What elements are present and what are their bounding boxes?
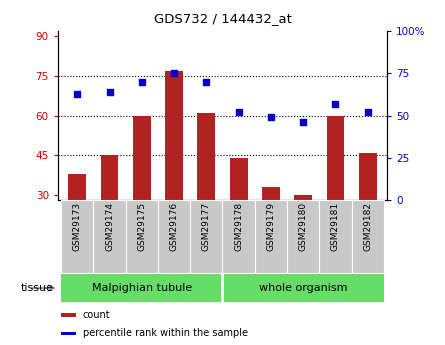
Bar bbox=[262, 187, 280, 274]
Text: GSM29175: GSM29175 bbox=[138, 202, 146, 252]
Bar bbox=[61, 332, 76, 335]
Bar bbox=[222, 200, 255, 273]
Text: percentile rank within the sample: percentile rank within the sample bbox=[83, 328, 247, 338]
Point bbox=[203, 79, 210, 85]
Bar bbox=[165, 71, 183, 274]
Text: GSM29182: GSM29182 bbox=[363, 202, 372, 251]
Text: whole organism: whole organism bbox=[259, 283, 348, 293]
Bar bbox=[125, 200, 158, 273]
Bar bbox=[222, 274, 384, 302]
Bar bbox=[133, 116, 151, 274]
Bar bbox=[198, 113, 215, 274]
Text: count: count bbox=[83, 310, 110, 320]
Bar bbox=[352, 200, 384, 273]
Bar bbox=[287, 200, 320, 273]
Point bbox=[170, 71, 178, 76]
Bar bbox=[61, 313, 76, 317]
Text: GSM29178: GSM29178 bbox=[234, 202, 243, 252]
Text: GSM29181: GSM29181 bbox=[331, 202, 340, 252]
Text: GSM29179: GSM29179 bbox=[267, 202, 275, 252]
Text: Malpighian tubule: Malpighian tubule bbox=[92, 283, 192, 293]
Bar bbox=[93, 200, 125, 273]
Bar bbox=[327, 116, 344, 274]
Bar bbox=[294, 195, 312, 274]
Bar bbox=[190, 200, 222, 273]
Text: GSM29176: GSM29176 bbox=[170, 202, 178, 252]
Text: GDS732 / 144432_at: GDS732 / 144432_at bbox=[154, 12, 291, 25]
Text: GSM29174: GSM29174 bbox=[105, 202, 114, 251]
Point bbox=[106, 89, 113, 95]
Bar bbox=[255, 200, 287, 273]
Bar bbox=[61, 274, 222, 302]
Text: tissue: tissue bbox=[20, 283, 53, 293]
Point bbox=[235, 109, 242, 115]
Text: GSM29173: GSM29173 bbox=[73, 202, 82, 252]
Point bbox=[332, 101, 339, 107]
Text: GSM29177: GSM29177 bbox=[202, 202, 211, 252]
Bar bbox=[230, 158, 247, 274]
Point bbox=[299, 120, 307, 125]
Point bbox=[138, 79, 146, 85]
Bar bbox=[101, 155, 118, 274]
Bar bbox=[359, 152, 376, 274]
Bar bbox=[61, 200, 93, 273]
Point bbox=[74, 91, 81, 96]
Point bbox=[267, 115, 275, 120]
Bar bbox=[158, 200, 190, 273]
Text: GSM29180: GSM29180 bbox=[299, 202, 307, 252]
Bar bbox=[69, 174, 86, 274]
Bar bbox=[320, 200, 352, 273]
Point bbox=[364, 109, 371, 115]
